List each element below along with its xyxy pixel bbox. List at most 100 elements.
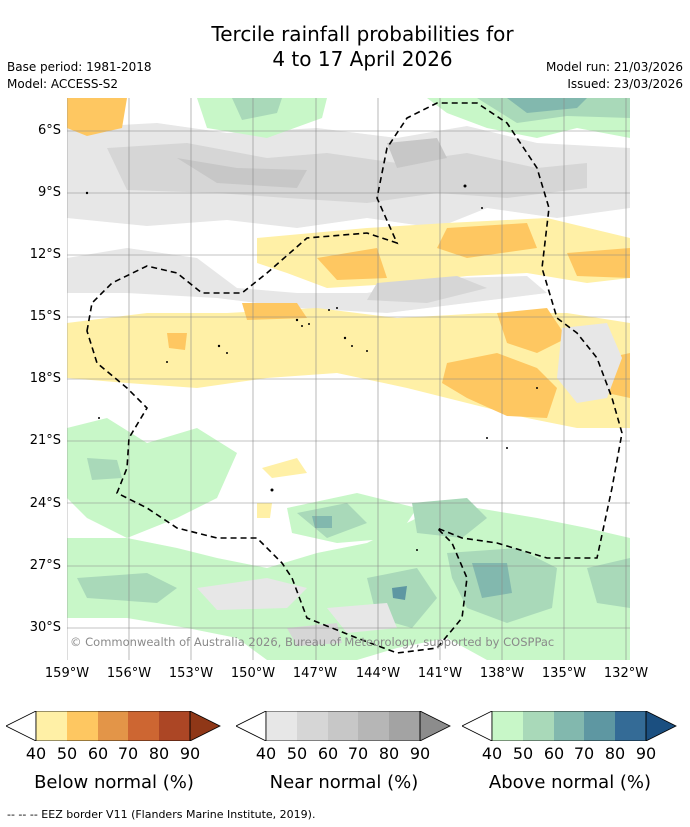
below-normal-region: [497, 308, 567, 353]
above-normal-region: [77, 573, 177, 603]
cb-tick: 80: [378, 744, 400, 763]
lon-label: 141°W: [417, 666, 463, 681]
above-normal-region: [587, 558, 630, 608]
cb-tick: 80: [148, 744, 170, 763]
model-name: Model: ACCESS-S2: [7, 77, 119, 91]
below-normal-region: [437, 223, 537, 258]
cb-tick: 90: [179, 744, 201, 763]
cb-swatch: [615, 711, 646, 741]
below-normal-region: [167, 333, 187, 350]
cb-tick: 60: [87, 744, 109, 763]
meta-left: Base period: 1981-2018 Model: ACCESS-S2: [7, 59, 152, 93]
above-normal-region: [232, 98, 282, 120]
colorbar-title-above: Above normal (%): [488, 772, 652, 793]
lon-label: 138°W: [479, 666, 525, 681]
cb-swatch: [492, 711, 523, 741]
above-normal-region: [392, 586, 407, 600]
lon-label: 156°W: [106, 666, 152, 681]
cb-tick: 50: [56, 744, 78, 763]
lat-label: 12°S: [29, 247, 61, 262]
below-normal-region: [257, 503, 272, 518]
cb-tick: 40: [255, 744, 277, 763]
map-title: Tercile rainfall probabilities for 4 to …: [0, 22, 690, 72]
cb-swatch: [36, 711, 67, 741]
colorbar-title-near: Near normal (%): [269, 772, 419, 793]
issued-date: Issued: 23/03/2026: [567, 77, 683, 91]
model-run: Model run: 21/03/2026: [545, 60, 683, 74]
lat-label: 15°S: [29, 309, 61, 324]
lon-label: 132°W: [603, 666, 649, 681]
lon-label: 159°W: [44, 666, 90, 681]
colorbar-title-below: Below normal (%): [34, 772, 194, 793]
cb-swatch: [266, 711, 297, 741]
near-normal-region: [197, 578, 307, 610]
above-normal-region: [312, 516, 332, 528]
near-normal-region: [327, 603, 397, 633]
lat-label: 18°S: [29, 371, 61, 386]
above-normal-region: [67, 508, 630, 660]
eez-border: [86, 102, 623, 654]
above-normal-region: [87, 458, 122, 480]
cb-swatch: [584, 711, 615, 741]
rainfall-map: © Commonwealth of Australia 2026, Bureau…: [67, 98, 630, 660]
lat-label: 21°S: [29, 433, 61, 448]
copyright-notice: © Commonwealth of Australia 2026, Bureau…: [70, 635, 554, 649]
above-normal-region: [412, 498, 487, 538]
colorbar-near-normal: [236, 711, 451, 741]
cb-tick: 70: [347, 744, 369, 763]
cb-tick: 90: [635, 744, 657, 763]
cb-swatch: [159, 711, 190, 741]
cb-tick: 70: [117, 744, 139, 763]
cb-swatch: [554, 711, 584, 741]
below-normal-region: [242, 303, 307, 320]
cb-swatch: [297, 711, 328, 741]
cb-swatch: [523, 711, 554, 741]
cb-swatch: [98, 711, 128, 741]
cb-tick: 70: [573, 744, 595, 763]
cb-swatch: [128, 711, 159, 741]
lon-label: 147°W: [292, 666, 338, 681]
base-period: Base period: 1981-2018: [7, 60, 152, 74]
cb-tick: 40: [25, 744, 47, 763]
cb-tick: 50: [286, 744, 308, 763]
cb-tick: 60: [317, 744, 339, 763]
lon-label: 135°W: [541, 666, 587, 681]
cb-tick: 80: [604, 744, 626, 763]
title-line-2: 4 to 17 April 2026: [272, 47, 453, 71]
lat-label: 30°S: [29, 620, 61, 635]
cb-swatch: [358, 711, 389, 741]
eez-footnote: -- -- -- EEZ border V11 (Flanders Marine…: [7, 808, 316, 821]
below-normal-region: [442, 353, 557, 418]
above-normal-region: [507, 98, 587, 113]
near-normal-region: [177, 158, 307, 188]
lon-label: 150°W: [230, 666, 276, 681]
below-normal-region: [567, 248, 630, 278]
near-normal-region: [367, 276, 487, 303]
above-normal-region: [67, 418, 237, 538]
above-normal-region: [477, 98, 630, 123]
colorbar-below-normal: [6, 711, 221, 741]
near-normal-region: [387, 138, 447, 168]
below-normal-region: [262, 458, 307, 478]
lat-label: 27°S: [29, 558, 61, 573]
above-normal-region: [197, 98, 327, 138]
lon-label: 153°W: [168, 666, 214, 681]
lat-label: 6°S: [37, 123, 61, 138]
below-normal-region: [317, 248, 387, 280]
lon-label: 144°W: [355, 666, 401, 681]
cb-tick: 50: [512, 744, 534, 763]
cb-swatch: [67, 711, 98, 741]
cb-tick: 60: [543, 744, 565, 763]
cb-swatch: [328, 711, 358, 741]
lat-label: 9°S: [37, 185, 61, 200]
islands: [85, 184, 538, 551]
title-line-1: Tercile rainfall probabilities for: [211, 22, 514, 46]
cb-tick: 90: [409, 744, 431, 763]
cb-swatch: [389, 711, 420, 741]
lat-label: 24°S: [29, 496, 61, 511]
near-normal-region: [287, 623, 342, 646]
below-normal-region: [67, 98, 127, 136]
cb-tick: 40: [481, 744, 503, 763]
near-normal-region: [107, 143, 587, 203]
meta-right: Model run: 21/03/2026 Issued: 23/03/2026: [546, 59, 683, 93]
